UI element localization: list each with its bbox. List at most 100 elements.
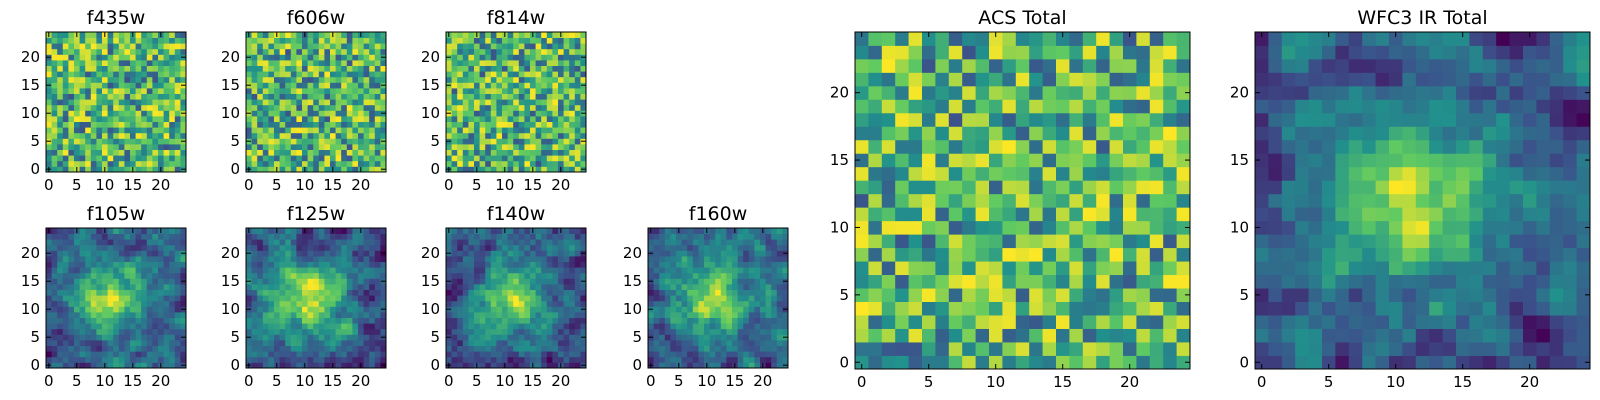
heatmap-cell [307, 60, 314, 66]
heatmap-cell [90, 351, 97, 358]
heatmap-cell [541, 250, 548, 257]
heatmap-cell [296, 32, 303, 38]
heatmap-cell [692, 239, 699, 246]
heatmap-cell [895, 247, 909, 262]
heatmap-cell [457, 256, 464, 262]
heatmap-cell [468, 82, 475, 89]
heatmap-cell [569, 272, 576, 279]
heatmap-cell [648, 317, 654, 324]
heatmap-cell [479, 300, 486, 307]
heatmap-cell [307, 155, 314, 162]
heatmap-cell [743, 284, 750, 290]
heatmap-cell [765, 239, 772, 246]
heatmap-cell [496, 32, 503, 38]
heatmap-cell [569, 138, 576, 145]
heatmap-cell [74, 233, 80, 240]
heatmap-cell [57, 99, 64, 106]
heatmap-cell [169, 323, 176, 330]
heatmap-cell [479, 334, 486, 341]
heatmap-cell [535, 48, 542, 55]
panel-title: f140w [487, 203, 546, 225]
heatmap-cell [720, 267, 727, 274]
heatmap-cell [107, 104, 114, 111]
heatmap-cell [462, 295, 469, 302]
heatmap-cell [507, 267, 514, 274]
heatmap-cell [290, 362, 297, 369]
heatmap-cell [51, 233, 58, 240]
heatmap-cell [518, 334, 525, 341]
heatmap-cell [57, 317, 64, 324]
heatmap-cell [51, 261, 58, 268]
heatmap-cell [474, 82, 480, 89]
heatmap-cell [462, 351, 469, 358]
heatmap-cell [341, 155, 348, 162]
heatmap-cell [558, 76, 564, 83]
heatmap-cell [541, 306, 548, 313]
heatmap-cell [720, 250, 727, 257]
heatmap-cell [479, 328, 486, 335]
heatmap-cell [174, 88, 181, 94]
heatmap-cell [468, 233, 475, 240]
heatmap-cell [1149, 355, 1164, 370]
heatmap-cell [502, 43, 508, 50]
heatmap-cell [698, 295, 705, 302]
x-tick-label: 15 [323, 372, 342, 390]
heatmap-cell [868, 288, 883, 302]
x-tick-label: 0 [44, 372, 54, 390]
heatmap-cell [1163, 355, 1177, 370]
heatmap-cell [285, 138, 292, 145]
heatmap-cell [485, 328, 492, 335]
heatmap-cell [664, 356, 671, 363]
heatmap-cell [563, 65, 570, 72]
heatmap-cell [457, 65, 464, 72]
heatmap-cell [369, 93, 376, 100]
heatmap-cell [474, 149, 480, 156]
heatmap-cell [146, 37, 153, 44]
heatmap-cell [85, 76, 92, 83]
heatmap-cell [474, 272, 480, 279]
heatmap-cell [251, 37, 258, 44]
heatmap-cell [51, 88, 58, 94]
heatmap-cell [174, 345, 181, 352]
heatmap-cell [358, 132, 364, 139]
heatmap-cell [113, 351, 120, 358]
heatmap-cell [163, 144, 170, 150]
heatmap-cell [580, 127, 587, 134]
heatmap-cell [771, 267, 778, 274]
heatmap-cell [563, 60, 570, 66]
heatmap-cell [318, 284, 325, 290]
heatmap-cell [274, 306, 280, 313]
heatmap-cell [369, 289, 376, 296]
heatmap-cell [687, 356, 694, 363]
heatmap-cell [124, 60, 131, 66]
axes-frame [647, 227, 789, 369]
heatmap-cell [262, 155, 269, 162]
heatmap-cell [279, 300, 286, 307]
heatmap-cell [102, 256, 108, 262]
heatmap-cell [720, 289, 727, 296]
heatmap-cell [479, 340, 486, 346]
heatmap-cell [737, 244, 744, 251]
heatmap-cell [513, 328, 520, 335]
heatmap-cell [546, 37, 553, 44]
heatmap-cell [513, 323, 520, 330]
heatmap-cell [687, 250, 694, 257]
heatmap-cell [158, 54, 164, 61]
heatmap-cell [257, 300, 264, 307]
heatmap-cell [681, 295, 688, 302]
heatmap-cell [732, 351, 738, 358]
heatmap-cell [558, 65, 564, 72]
heatmap-cell [62, 166, 69, 173]
heatmap-cell [251, 334, 258, 341]
heatmap-cell [569, 345, 576, 352]
heatmap-cell [313, 351, 320, 358]
heatmap-cell [141, 82, 148, 89]
heatmap-cell [302, 289, 308, 296]
heatmap-cell [174, 272, 181, 279]
heatmap-cell [726, 272, 733, 279]
heatmap-cell [358, 306, 364, 313]
heatmap-cell [257, 362, 264, 369]
heatmap-cell [302, 149, 308, 156]
heatmap-cell [68, 272, 75, 279]
heatmap-cell [496, 65, 503, 72]
